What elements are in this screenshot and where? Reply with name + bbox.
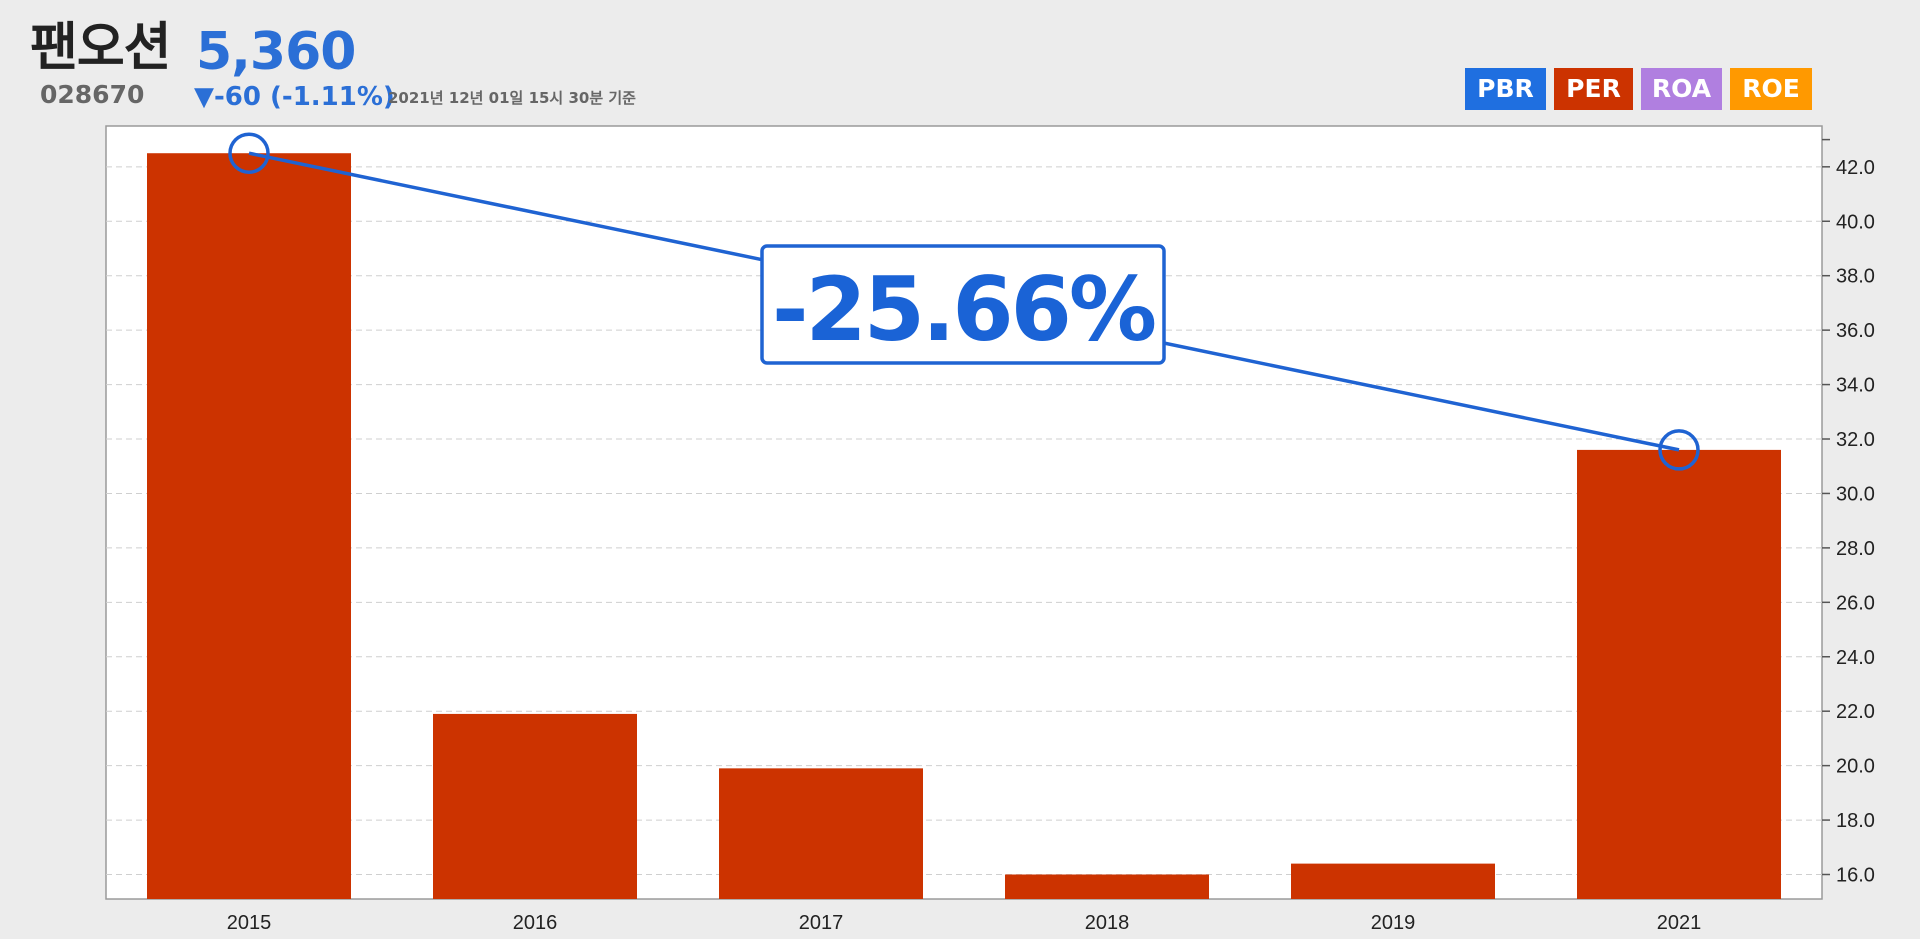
roa-button[interactable]: ROA <box>1641 68 1722 110</box>
trend-start-marker <box>228 132 270 174</box>
bar-2015 <box>147 153 351 899</box>
change-callout <box>760 244 1166 365</box>
y-tick-label: 30.0 <box>1836 483 1875 505</box>
x-tick-label: 2016 <box>513 912 558 934</box>
y-tick-label: 20.0 <box>1836 756 1875 778</box>
per-button[interactable]: PER <box>1554 68 1633 110</box>
y-axis: 16.0 18.0 20.0 22.0 24.0 26.0 28.0 30.0 32.0 34.0… <box>1822 138 1875 887</box>
y-tick-label: 38.0 <box>1836 266 1875 288</box>
bar-2018 <box>1005 874 1209 899</box>
trend-overlay: -25.66% <box>228 132 1700 471</box>
y-tick-label: 18.0 <box>1836 810 1875 832</box>
bar-2017 <box>719 768 923 899</box>
metric-button-group: PBR PER ROA ROE <box>1465 68 1812 110</box>
x-tick-label: 2018 <box>1085 912 1130 934</box>
grid-lines <box>106 166 1822 876</box>
pbr-button[interactable]: PBR <box>1465 68 1546 110</box>
change-callout-label: -25.66% <box>772 258 1155 361</box>
y-tick-label: 36.0 <box>1836 320 1875 342</box>
x-tick-label: 2017 <box>799 912 844 934</box>
price-change: ▼-60 (-1.11%) <box>194 82 395 112</box>
stock-price: 5,360 <box>196 22 356 82</box>
bar-2021 <box>1577 449 1781 899</box>
stock-name: 팬오션 <box>30 18 172 78</box>
trend-end-marker <box>1658 429 1700 471</box>
bar-2016 <box>433 713 637 899</box>
timestamp: 2021년 12년 01일 15시 30분 기준 <box>388 89 636 107</box>
y-tick-label: 26.0 <box>1836 592 1875 614</box>
plot-area <box>105 125 1823 900</box>
bar-2019 <box>1291 863 1495 899</box>
y-tick-label: 34.0 <box>1836 375 1875 397</box>
y-tick-label: 16.0 <box>1836 865 1875 887</box>
roe-button[interactable]: ROE <box>1730 68 1812 110</box>
y-tick-label: 32.0 <box>1836 429 1875 451</box>
x-tick-label: 2015 <box>227 912 272 934</box>
stock-code: 028670 <box>40 80 145 109</box>
x-tick-label: 2021 <box>1657 912 1702 934</box>
x-tick-label: 2019 <box>1371 912 1416 934</box>
y-tick-label: 40.0 <box>1836 211 1875 233</box>
bars <box>147 153 1781 899</box>
y-tick-label: 22.0 <box>1836 701 1875 723</box>
y-tick-label: 28.0 <box>1836 538 1875 560</box>
y-tick-label: 24.0 <box>1836 647 1875 669</box>
y-tick-label: 42.0 <box>1836 157 1875 179</box>
x-axis: 2015 2016 2017 2018 2019 2021 <box>227 912 1702 934</box>
